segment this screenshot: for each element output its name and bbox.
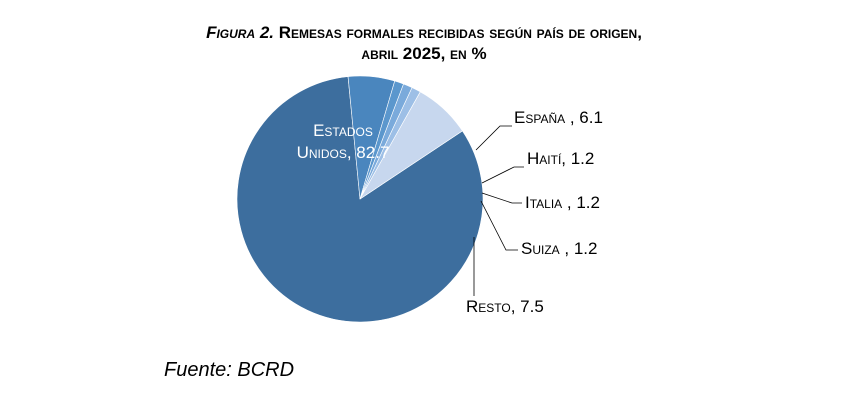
leader-line-4 — [480, 200, 518, 251]
source-note: Fuente: BCRD — [164, 359, 295, 381]
figure-label: Figura 2. — [206, 23, 275, 42]
slice-label-2: Haití, 1.2 — [527, 149, 594, 168]
leader-line-1 — [475, 125, 512, 151]
pie-slice-estados-unidos — [236, 76, 484, 323]
slice-label-3: Italia , 1.2 — [525, 193, 600, 212]
slice-label-1: España , 6.1 — [514, 108, 603, 127]
slice-label-4: Suiza , 1.2 — [521, 239, 597, 258]
title-text-line1: Remesas formales recibidas según país de… — [278, 23, 642, 42]
leader-line-3 — [481, 192, 522, 204]
slice-label-5: Resto, 7.5 — [466, 297, 544, 316]
slice-label-0: Estados Unidos, 82.7 — [297, 121, 390, 162]
chart-title: Figura 2. Remesas formales recibidas seg… — [0, 22, 848, 64]
chart-title-line1: Figura 2. Remesas formales recibidas seg… — [0, 22, 848, 43]
leader-line-2 — [481, 166, 524, 184]
chart-title-line2: abril 2025, en % — [361, 44, 487, 63]
pie-slice-resto — [359, 91, 463, 200]
